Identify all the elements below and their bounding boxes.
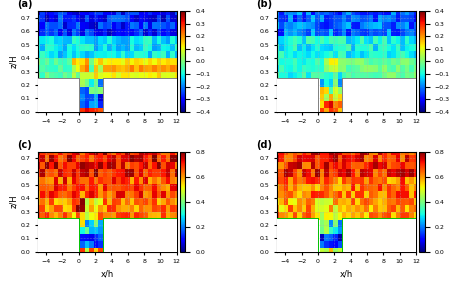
- Bar: [38, 78, 79, 112]
- Text: (d): (d): [256, 140, 272, 150]
- Bar: [38, 218, 79, 252]
- Bar: [342, 78, 416, 112]
- Bar: [103, 218, 177, 252]
- Text: (c): (c): [17, 140, 32, 150]
- Y-axis label: z/H: z/H: [9, 55, 18, 68]
- X-axis label: x/h: x/h: [100, 270, 114, 279]
- Text: (a): (a): [17, 0, 33, 9]
- Bar: [103, 78, 177, 112]
- Bar: [342, 218, 416, 252]
- Y-axis label: z/H: z/H: [9, 195, 18, 208]
- Text: (b): (b): [256, 0, 273, 9]
- X-axis label: x/h: x/h: [340, 270, 353, 279]
- Bar: [277, 78, 318, 112]
- Bar: [277, 218, 318, 252]
